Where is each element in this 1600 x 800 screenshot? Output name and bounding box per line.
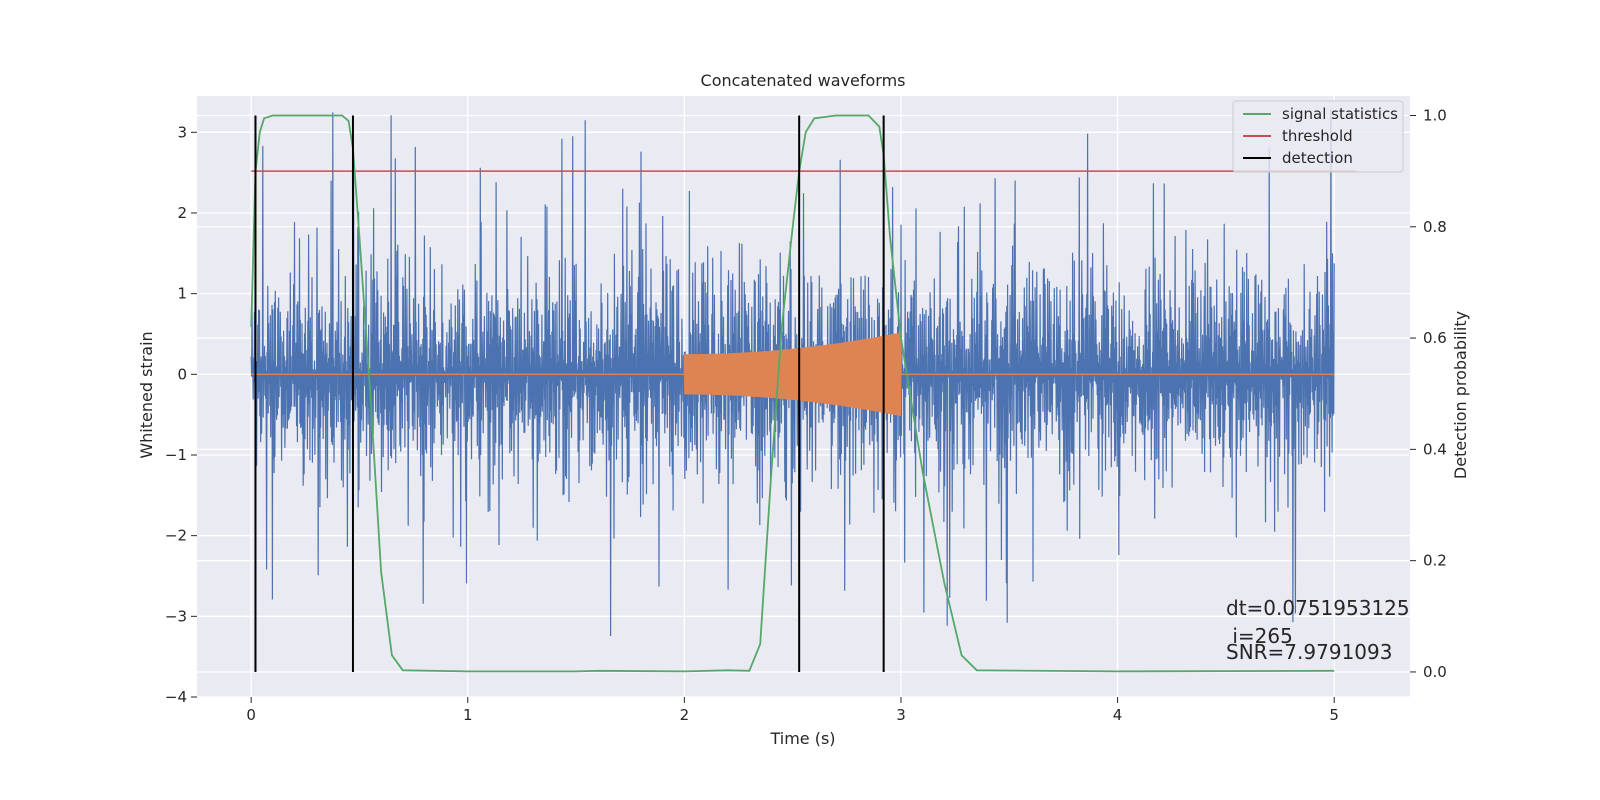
y-tick-label: 3 [177, 123, 187, 141]
injection-line [251, 332, 1335, 417]
x-axis-label: Time (s) [769, 729, 835, 748]
y2-tick-label: 1.0 [1423, 106, 1447, 124]
x-tick-label: 2 [680, 706, 690, 724]
y-tick-label: −1 [165, 446, 187, 464]
legend-box [1232, 100, 1404, 173]
annotation-snr: SNR=7.9791093 [1226, 640, 1392, 664]
y2-tick-label: 0.6 [1423, 329, 1447, 347]
legend-label-detection: detection [1282, 149, 1353, 167]
legend-label-signal-statistics: signal statistics [1282, 105, 1398, 123]
y2-tick-label: 0.2 [1423, 552, 1447, 570]
legend: signal statistics threshold detection [1232, 100, 1404, 173]
legend-label-threshold: threshold [1282, 127, 1353, 145]
signal-statistics-line [250, 114, 1335, 673]
y-tick-label: −2 [165, 527, 187, 545]
y2-axis-label: Detection probability [1451, 311, 1470, 479]
annotation-dt: dt=0.0751953125 [1226, 596, 1410, 620]
y2-tick-label: 0.8 [1423, 218, 1447, 236]
y2-tick-label: 0.4 [1423, 440, 1447, 458]
annotation-index: i=265 [1226, 624, 1293, 648]
y-axis-label: Whitened strain [137, 331, 156, 458]
x-tick-label: 4 [1113, 706, 1123, 724]
x-tick-label: 0 [246, 706, 256, 724]
x-tick-label: 3 [896, 706, 906, 724]
y-tick-label: 1 [177, 285, 187, 303]
x-tick-label: 1 [463, 706, 473, 724]
y-tick-label: −3 [165, 607, 187, 625]
y-tick-label: 0 [177, 365, 187, 383]
x-tick-label: 5 [1329, 706, 1339, 724]
y-tick-label: −4 [165, 688, 187, 706]
y-tick-label: 2 [177, 204, 187, 222]
chart-title: Concatenated waveforms [701, 71, 906, 90]
y2-tick-label: 0.0 [1423, 663, 1447, 681]
